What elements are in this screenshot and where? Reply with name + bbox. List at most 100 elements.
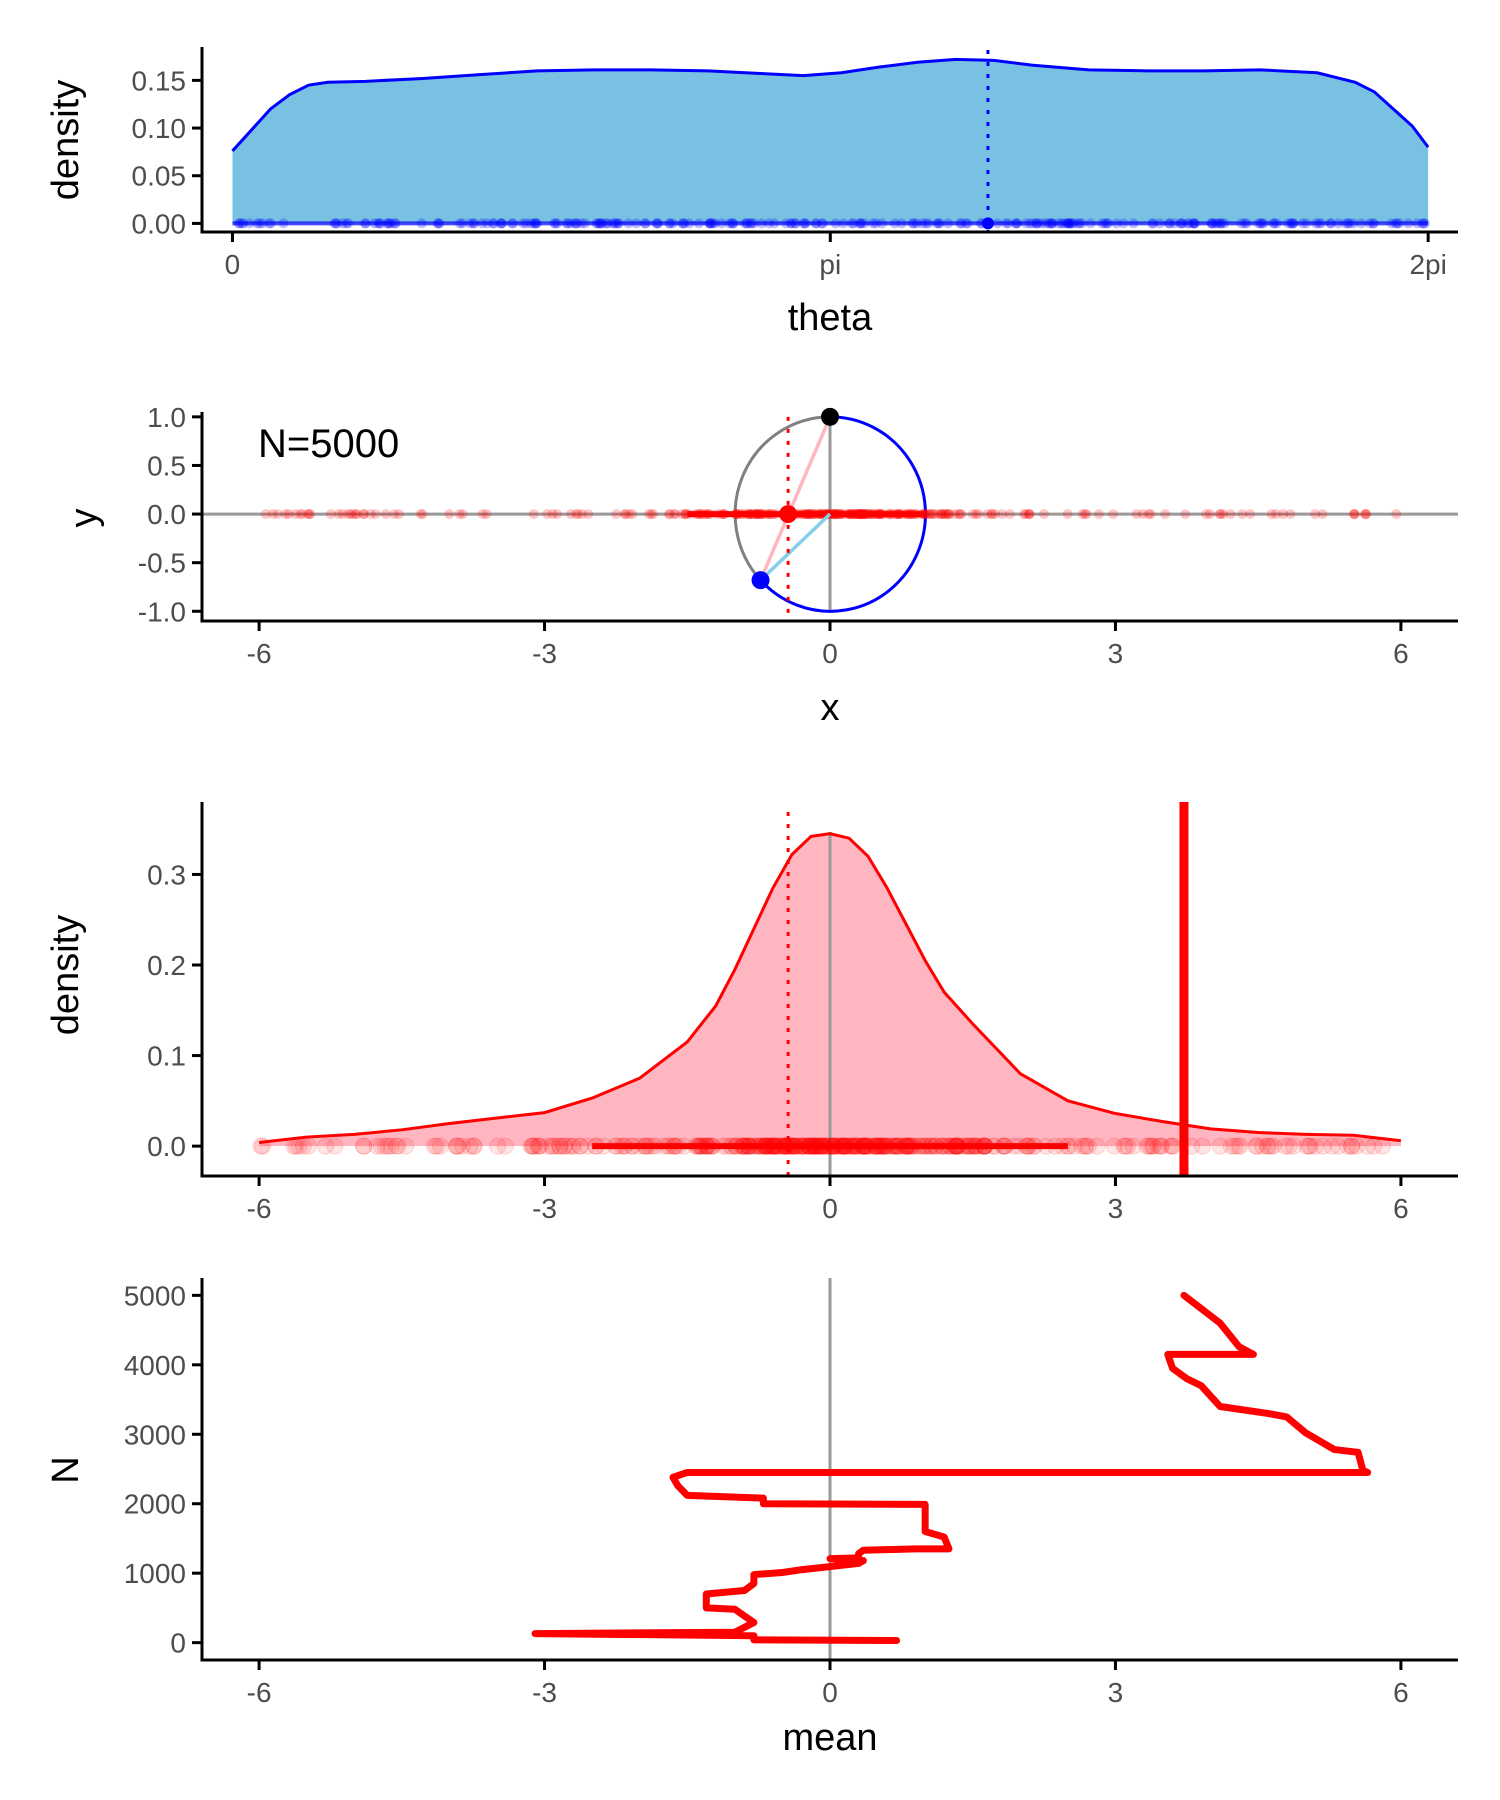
projection-density-rug-point <box>1300 1137 1318 1155</box>
projection-density-rug-point <box>1226 1137 1244 1155</box>
theta-density-xlabel: theta <box>788 297 873 339</box>
running-mean-x-tick-label: 0 <box>822 1677 838 1708</box>
projection-density-rug-point <box>431 1137 449 1155</box>
theta-density-x-tick-label: 2pi <box>1409 249 1446 280</box>
theta-density-ylabel: density <box>45 80 87 200</box>
projection-density-rug-point <box>1323 1137 1341 1155</box>
projection-density-rug-point <box>1298 1137 1316 1155</box>
projection-density-rug-point <box>387 1137 405 1155</box>
projection-density-rug-point <box>465 1137 483 1155</box>
projection-rug-point <box>644 509 655 520</box>
circle-arc-swept <box>759 415 927 613</box>
projection-rug-point <box>358 509 369 520</box>
projection-rug-point <box>303 509 314 520</box>
sample-count-annotation: N=5000 <box>258 422 399 466</box>
projection-density-rug-point <box>1347 1137 1365 1155</box>
projection-density-rug-point <box>355 1137 373 1155</box>
circle-projection-xlabel: x <box>821 687 840 729</box>
circle-projection-y-tick-label: 0.0 <box>147 499 186 530</box>
projection-density-rug-point <box>368 1137 386 1155</box>
projection-rug-point <box>1349 509 1360 520</box>
projection-rug-point <box>925 509 936 520</box>
projection-rug-point <box>940 509 951 520</box>
projection-rug-point <box>1391 509 1402 520</box>
projection-density-rug-point <box>571 1137 589 1155</box>
projection-rug-point <box>1108 509 1119 520</box>
projection-density-y-tick-label: 0.2 <box>147 950 186 981</box>
projection-rug-point <box>936 509 947 520</box>
projection-density-x-tick-label: 6 <box>1393 1193 1409 1224</box>
projection-density-rug-point <box>1115 1137 1133 1155</box>
projection-density-rug-point <box>547 1137 565 1155</box>
projection-density-rug-point <box>1105 1137 1123 1155</box>
projection-density-y-tick-label: 0.0 <box>147 1131 186 1162</box>
circle-projection-y-tick-label: -1.0 <box>138 596 186 627</box>
projection-density-rug-point <box>1144 1137 1162 1155</box>
projection-rug-point <box>389 509 400 520</box>
projection-rug-point <box>295 509 306 520</box>
projection-rug-point <box>290 509 301 520</box>
projection-density-rug-point <box>1119 1137 1137 1155</box>
projection-density-rug-point <box>1301 1137 1319 1155</box>
circle-projection-x-tick-label: 3 <box>1108 638 1124 669</box>
projection-rug-point <box>933 509 944 520</box>
projection-rug-point <box>990 509 1001 520</box>
projection-rug-point <box>1237 509 1248 520</box>
projection-density-rug-point <box>1138 1137 1156 1155</box>
projection-density-rug-point <box>1247 1137 1265 1155</box>
projection-density-y-tick-label: 0.3 <box>147 859 186 890</box>
projection-rug-point <box>528 509 539 520</box>
projection-rug-point <box>986 509 997 520</box>
projection-density-rug-point <box>1285 1137 1303 1155</box>
theta-density-y-tick-label: 0.10 <box>132 113 187 144</box>
projection-density-rug-point <box>1365 1137 1383 1155</box>
sample-point <box>751 571 770 590</box>
projection-density-x-tick-label: 0 <box>822 1193 838 1224</box>
projection-density-rug-point <box>1153 1137 1171 1155</box>
projection-density-rug-point <box>376 1137 394 1155</box>
projection-rug-point <box>365 509 376 520</box>
theta-density-y-tick-label: 0.05 <box>132 161 187 192</box>
projected-point <box>779 505 798 524</box>
projection-density-rug-point <box>556 1137 574 1155</box>
running-mean-x-tick-label: -3 <box>532 1677 557 1708</box>
running-mean-line <box>531 1291 1372 1645</box>
projection-rug-point <box>944 509 955 520</box>
running-mean-xlabel: mean <box>782 1717 877 1759</box>
projection-density-rug-point <box>563 1137 581 1155</box>
projection-rug-point <box>923 509 934 520</box>
projection-rug-point <box>415 509 426 520</box>
projection-density-rug-point <box>1161 1137 1179 1155</box>
projection-rug-point <box>925 509 936 520</box>
circle-arc-unused <box>733 415 831 582</box>
projection-rug-point <box>1160 509 1171 520</box>
projection-density-rug-point <box>1149 1137 1167 1155</box>
projection-density-rug-point <box>530 1137 548 1155</box>
projection-density-rug-point <box>1088 1137 1106 1155</box>
projection-rug-point <box>1310 509 1321 520</box>
projection-density-rug-point <box>1142 1137 1160 1155</box>
circle-projection-x-tick-label: -6 <box>247 638 272 669</box>
projection-rug-point <box>304 509 315 520</box>
projection-rug-point <box>627 509 638 520</box>
projection-density-rug-point <box>551 1137 569 1155</box>
projection-rug-point <box>982 509 993 520</box>
projection-rug-point <box>1270 509 1281 520</box>
projection-rug-point <box>345 509 356 520</box>
circle-projection-x-tick-label: 0 <box>822 638 838 669</box>
running-mean-x-tick-label: -6 <box>247 1677 272 1708</box>
theta-density-y-tick-label: 0.15 <box>132 65 187 96</box>
projection-rug-point <box>1131 509 1142 520</box>
projection-rug-point <box>620 509 631 520</box>
projection-rug-point <box>1038 509 1049 520</box>
projection-rug-point <box>1079 509 1090 520</box>
theta-density-fill <box>232 59 1429 224</box>
projection-rug-point <box>359 509 370 520</box>
projection-rug-point <box>297 509 308 520</box>
running-mean-y-tick-label: 3000 <box>124 1419 186 1450</box>
projection-rug-point <box>953 509 964 520</box>
center-to-sample-radius <box>759 512 832 582</box>
projection-density-rug-point <box>379 1137 397 1155</box>
projection-rug-point <box>1180 509 1191 520</box>
projection-rug-point <box>552 509 563 520</box>
